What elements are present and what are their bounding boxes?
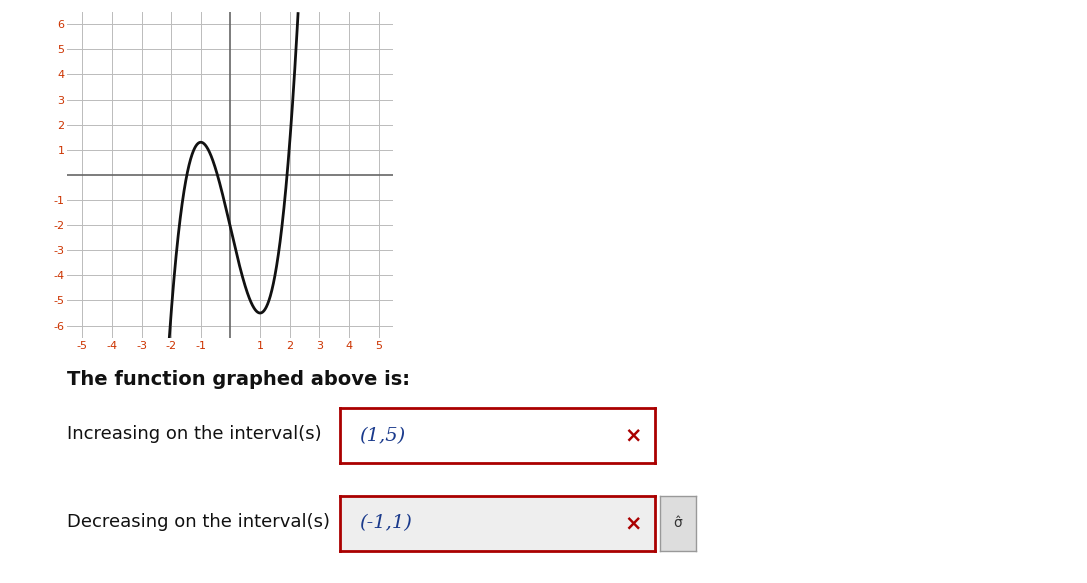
- Text: ×: ×: [625, 426, 642, 446]
- Text: (-1,1): (-1,1): [359, 514, 412, 532]
- Text: ×: ×: [625, 513, 642, 533]
- Text: Increasing on the interval(s): Increasing on the interval(s): [67, 426, 322, 443]
- Text: Decreasing on the interval(s): Decreasing on the interval(s): [67, 513, 330, 531]
- Text: (1,5): (1,5): [359, 427, 405, 445]
- Text: σ̂: σ̂: [673, 516, 683, 531]
- Text: The function graphed above is:: The function graphed above is:: [67, 370, 411, 389]
